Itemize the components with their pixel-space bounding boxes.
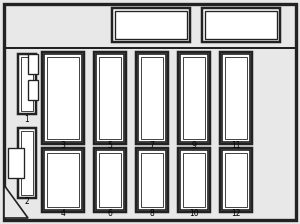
Text: 3: 3 [61,142,65,151]
Bar [178,52,210,144]
Bar [138,54,166,142]
Bar [94,52,126,144]
Bar [205,11,277,39]
Bar [47,57,79,139]
Bar [112,8,190,42]
Bar [44,54,82,142]
Text: 6: 6 [108,209,112,218]
Bar [42,148,84,212]
Text: 7: 7 [150,142,154,151]
Bar [178,148,210,212]
Text: 11: 11 [231,142,241,151]
Bar [180,54,208,142]
Bar [28,54,38,74]
Bar [141,153,163,207]
Bar [183,57,205,139]
Text: 10: 10 [189,209,199,218]
Bar [96,54,124,142]
Bar [136,148,168,212]
Bar [42,52,84,144]
Text: 8: 8 [150,209,154,218]
Bar [18,54,36,114]
Bar [138,150,166,210]
Text: 1: 1 [25,116,29,125]
Bar [136,52,168,144]
Bar [220,52,252,144]
Bar [8,148,24,178]
Bar [220,148,252,212]
Bar [180,150,208,210]
Bar [18,128,36,198]
Bar [202,8,280,42]
Text: 9: 9 [192,142,197,151]
Bar [222,150,250,210]
Bar [225,57,247,139]
Polygon shape [4,185,28,218]
Bar [115,11,187,39]
Text: 12: 12 [231,209,241,218]
Bar [99,153,121,207]
Bar [96,150,124,210]
Bar [183,153,205,207]
Bar [21,57,33,111]
Bar [141,57,163,139]
Bar [222,54,250,142]
Bar [225,153,247,207]
Bar [21,131,33,195]
Bar [99,57,121,139]
Bar [28,80,38,100]
Bar [94,148,126,212]
Bar [44,150,82,210]
Bar [47,153,79,207]
Text: 4: 4 [61,209,65,218]
Text: 2: 2 [25,198,29,207]
Text: 5: 5 [108,142,112,151]
